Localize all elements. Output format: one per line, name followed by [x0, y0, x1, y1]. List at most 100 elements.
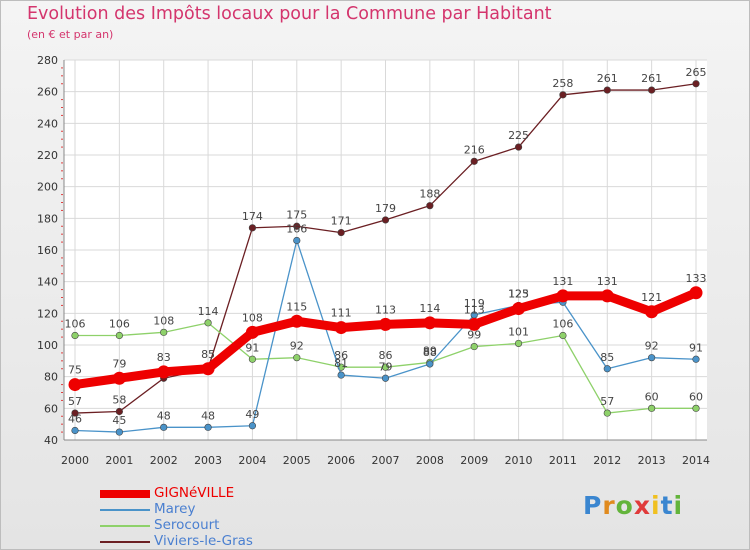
- data-label: 261: [641, 72, 662, 85]
- data-point: [293, 236, 301, 245]
- data-label: 123: [508, 288, 529, 301]
- legend-label: Serocourt: [154, 517, 220, 533]
- data-label: 115: [286, 300, 307, 313]
- data-label: 114: [419, 302, 440, 315]
- data-point: [645, 305, 659, 319]
- data-point: [556, 289, 570, 303]
- x-tick-label: 2010: [505, 454, 533, 467]
- data-point: [514, 143, 523, 151]
- data-point: [204, 319, 212, 327]
- y-tick-label: 180: [37, 212, 58, 225]
- data-label: 121: [641, 291, 662, 304]
- x-tick-label: 2002: [150, 454, 178, 467]
- data-label: 108: [153, 314, 174, 327]
- data-point: [71, 426, 79, 435]
- data-label: 57: [68, 395, 82, 408]
- data-label: 119: [464, 297, 485, 310]
- y-tick-label: 140: [37, 276, 58, 289]
- data-point: [160, 423, 168, 431]
- x-tick-label: 2004: [238, 454, 266, 467]
- data-point: [467, 317, 481, 331]
- data-point: [381, 216, 390, 224]
- data-point: [71, 409, 79, 417]
- data-point: [112, 371, 126, 385]
- y-tick-label: 80: [44, 371, 58, 384]
- legend-swatch: [100, 509, 150, 511]
- data-point: [248, 224, 257, 232]
- data-label: 57: [600, 395, 614, 408]
- data-label: 175: [286, 208, 307, 221]
- logo-letter: i: [651, 491, 661, 520]
- data-point: [559, 91, 567, 99]
- proxiti-logo: Proxiti: [583, 491, 683, 520]
- y-tick-label: 240: [37, 117, 58, 130]
- data-label: 58: [112, 394, 126, 407]
- legend-label: Viviers-le-Gras: [154, 533, 253, 549]
- data-label: 88: [423, 346, 437, 359]
- data-point: [648, 86, 656, 94]
- data-label: 85: [201, 348, 215, 361]
- data-label: 101: [508, 325, 529, 338]
- data-point: [689, 286, 703, 300]
- data-label: 91: [245, 341, 259, 354]
- data-label: 99: [467, 329, 481, 342]
- data-label: 86: [334, 349, 348, 362]
- data-label: 86: [379, 349, 393, 362]
- logo-letter: o: [615, 491, 634, 520]
- x-tick-label: 2009: [460, 454, 488, 467]
- logo-letter: t: [660, 491, 674, 520]
- data-label: 106: [65, 318, 86, 331]
- data-point: [514, 339, 523, 348]
- data-label: 261: [597, 72, 618, 85]
- x-tick-label: 2000: [61, 454, 89, 467]
- data-point: [71, 331, 79, 340]
- y-tick-label: 100: [37, 339, 58, 352]
- x-tick-label: 2014: [682, 454, 710, 467]
- data-label: 113: [464, 303, 485, 316]
- data-label: 108: [242, 311, 263, 324]
- logo-letter: r: [602, 491, 616, 520]
- y-tick-label: 280: [37, 54, 58, 67]
- data-point: [245, 325, 259, 339]
- data-label: 89: [423, 344, 437, 357]
- data-label: 45: [112, 414, 126, 427]
- x-tick-label: 2011: [549, 454, 577, 467]
- data-point: [603, 409, 611, 417]
- data-point: [423, 316, 437, 330]
- data-point: [648, 354, 656, 362]
- data-label: 113: [375, 303, 396, 316]
- y-tick-label: 200: [37, 181, 58, 194]
- legend-label: Marey: [154, 501, 196, 517]
- data-point: [648, 404, 656, 412]
- data-point: [692, 355, 700, 363]
- data-label: 91: [689, 341, 703, 354]
- data-point: [293, 354, 301, 362]
- data-label: 48: [201, 409, 215, 422]
- legend-swatch: [100, 490, 150, 498]
- data-label: 174: [242, 210, 263, 223]
- data-label: 188: [419, 188, 440, 201]
- data-point: [204, 423, 212, 431]
- data-label: 131: [552, 275, 573, 288]
- y-tick-label: 160: [37, 244, 58, 257]
- x-tick-label: 2008: [416, 454, 444, 467]
- data-point: [293, 222, 301, 230]
- data-label: 48: [157, 409, 171, 422]
- data-label: 92: [290, 340, 304, 353]
- data-point: [115, 407, 123, 416]
- y-tick-label: 120: [37, 307, 58, 320]
- data-label: 111: [331, 307, 352, 320]
- data-label: 49: [245, 408, 259, 421]
- data-label: 171: [331, 215, 352, 228]
- legend-label: GIGNéVILLE: [154, 485, 235, 501]
- data-label: 92: [645, 340, 659, 353]
- data-point: [512, 302, 526, 316]
- data-label: 79: [379, 360, 393, 373]
- data-point: [470, 342, 478, 351]
- data-point: [603, 86, 611, 94]
- data-label: 106: [552, 318, 573, 331]
- data-point: [334, 321, 348, 335]
- data-label: 114: [198, 305, 219, 318]
- data-label: 83: [157, 351, 171, 364]
